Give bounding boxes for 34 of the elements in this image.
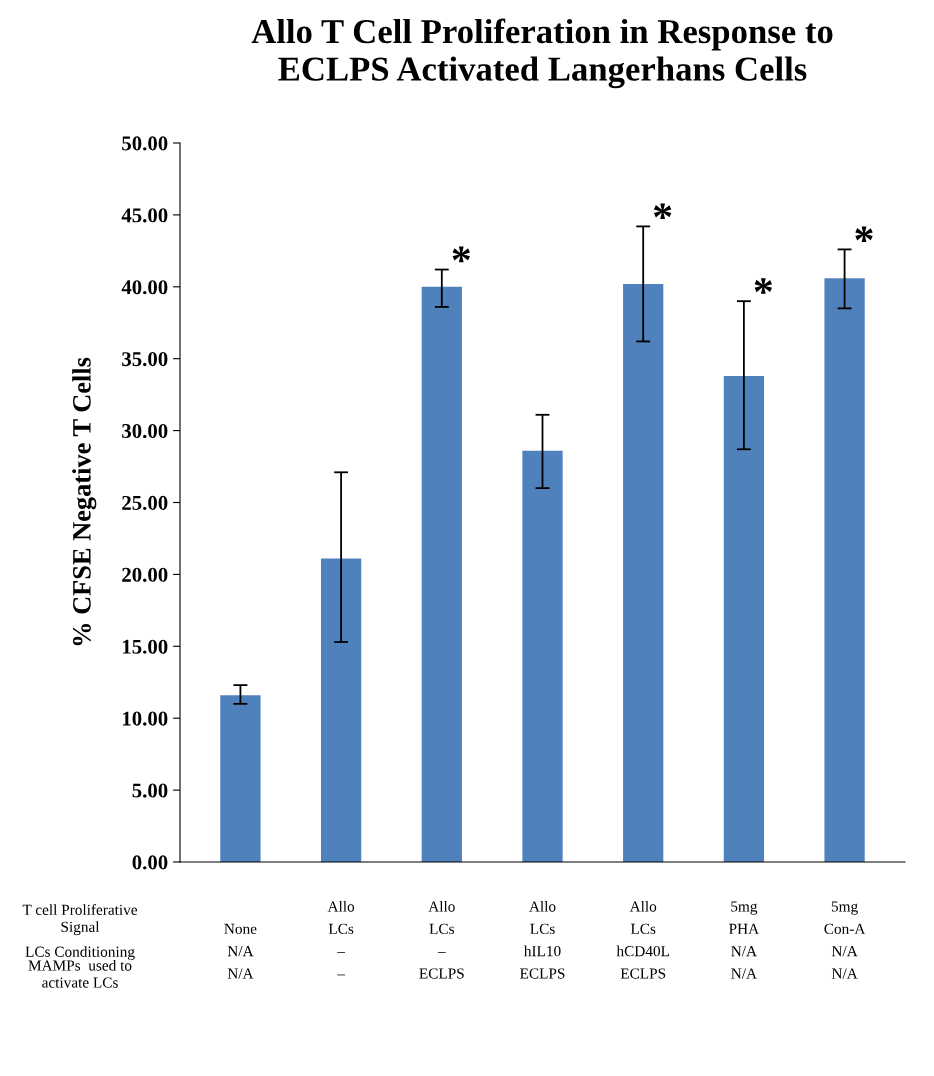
data-label: * [653, 203, 672, 220]
bar [320, 558, 362, 862]
x-tick-label: Allo LCs hIL10 ECLPS [520, 900, 565, 979]
y-tick-label: 30.00 [122, 423, 168, 439]
y-tick-label: 15.00 [122, 639, 168, 654]
y-axis-title: % CFSE Negative T Cells [72, 357, 97, 646]
y-tick-label: 45.00 [121, 208, 168, 223]
text: LCs Conditioning [25, 946, 135, 961]
y-tick-label: 50.00 [122, 136, 168, 151]
bar [723, 375, 765, 862]
category-label: Allo LCs – – [327, 900, 355, 976]
x-tick-label: Allo LCs – ECLPS [419, 900, 464, 979]
data-label: * [452, 246, 470, 263]
y-tick-label: 25.00 [122, 495, 168, 511]
y-tick-label: 20.00 [122, 567, 168, 582]
data-label: * [855, 226, 873, 243]
bar [522, 450, 563, 862]
bar [220, 695, 261, 862]
bar [421, 286, 462, 862]
chart-title: Allo T Cell Proliferation in Response to ECLPS Activated Langerhans Cells [251, 18, 833, 89]
y-tick-label: 0.00 [132, 855, 168, 870]
y-tick-label: 40.00 [121, 280, 168, 295]
y-tick-label: 10.00 [122, 711, 168, 726]
bar [824, 278, 865, 862]
text: MAMPs used to activate LCs [28, 959, 132, 988]
data-label: * [754, 278, 773, 294]
y-tick-label: 5.00 [132, 783, 168, 798]
x-tick-label: Allo LCs hCD40L ECLPS [616, 900, 670, 979]
text: T cell Proliferative Signal [22, 904, 138, 936]
bar [623, 283, 664, 862]
x-tick-label: 5mg Con-A N/A N/A [824, 901, 866, 979]
x-tick-label: 5mg PHA N/A N/A [729, 901, 760, 979]
y-tick-label: 35.00 [122, 352, 168, 367]
x-tick-label: None N/A N/A [224, 923, 257, 979]
